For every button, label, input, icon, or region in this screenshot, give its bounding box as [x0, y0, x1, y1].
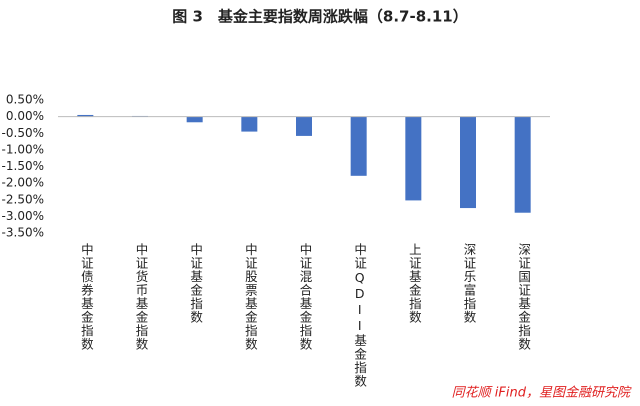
x-tick-label: 中证QDII基金指数 [352, 242, 367, 388]
y-tick-label: -2.00% [2, 176, 44, 190]
y-tick-label: -3.50% [2, 226, 44, 240]
bar [186, 116, 203, 123]
chart-title: 图 3 基金主要指数周涨跌幅（8.7-8.11） [172, 8, 467, 26]
y-tick-label: -0.50% [2, 126, 44, 140]
x-tick-label: 中证货币基金指数 [134, 242, 149, 351]
bar [405, 116, 422, 201]
x-tick-label: 深证乐富指数 [462, 243, 477, 324]
bar [514, 116, 531, 213]
x-tick-label: 中证基金指数 [188, 242, 203, 324]
x-tick-label: 中证债券基金指数 [79, 242, 94, 351]
y-tick-label: -3.00% [2, 209, 44, 223]
x-tick-label: 中证股票基金指数 [243, 242, 258, 351]
bar [77, 114, 94, 117]
bar [460, 116, 476, 209]
y-tick-label: -1.00% [2, 142, 44, 156]
x-tick-label: 上证基金指数 [407, 243, 422, 324]
y-tick-label: 0.00% [6, 109, 44, 123]
y-tick-label: 0.50% [6, 93, 44, 107]
bar [296, 116, 312, 136]
y-tick-label: -1.50% [2, 159, 44, 173]
x-tick-label: 深证国证基金指数 [516, 243, 531, 351]
y-tick-label: -2.50% [2, 192, 44, 206]
x-tick-label: 中证混合基金指数 [298, 242, 313, 351]
bar [350, 116, 367, 176]
source: 同花顺 iFind，星图金融研究院 [452, 385, 632, 401]
bar [241, 116, 258, 132]
